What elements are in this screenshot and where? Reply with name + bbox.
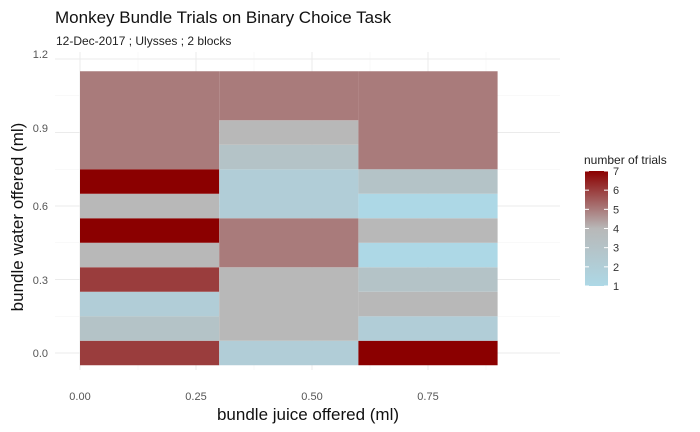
heatmap-cell [80,169,220,194]
legend-tick-label: 3 [613,243,619,255]
heatmap-cell [358,71,498,170]
chart-title: Monkey Bundle Trials on Binary Choice Ta… [55,8,392,27]
legend-tick-label: 1 [613,281,619,293]
y-axis-title: bundle water offered (ml) [8,123,27,312]
heatmap-cell [219,340,359,366]
legend-tick-label: 4 [613,224,619,236]
legend-title: number of trials [584,153,667,167]
heatmap-cell [80,218,220,243]
legend-tick-label: 2 [613,262,619,274]
x-axis-title: bundle juice offered (ml) [217,405,399,424]
y-tick-label: 0.0 [33,348,48,360]
x-tick-label: 0.25 [185,391,206,403]
heatmap-cells [80,71,498,366]
heatmap-cell [219,120,359,145]
legend-colorbar [585,171,608,286]
heatmap-cell [219,169,359,219]
heatmap-cell [219,267,359,341]
legend: number of trials 1 2 3 4 5 6 7 [584,153,667,293]
x-tick-label: 0.00 [69,391,90,403]
legend-ticks: 1 2 3 4 5 6 7 [585,166,619,293]
heatmap-cell [80,242,220,268]
y-tick-labels: 0.0 0.3 0.6 0.9 1.2 [33,49,48,360]
heatmap-cell [219,71,359,121]
heatmap-cell [219,144,359,170]
heatmap-cell [80,340,220,366]
chart-subtitle: 12-Dec-2017 ; Ulysses ; 2 blocks [56,34,231,48]
heatmap-cell [358,242,498,268]
heatmap-cell [358,340,498,366]
heatmap-cell [219,218,359,268]
heatmap-cell [80,193,220,219]
legend-tick-label: 5 [613,204,619,216]
heatmap-cell [80,316,220,341]
legend-tick-label: 7 [613,166,619,178]
heatmap-cell [80,71,220,170]
heatmap-cell [358,267,498,292]
x-tick-label: 0.50 [301,391,322,403]
heatmap-cell [80,267,220,292]
x-tick-labels: 0.00 0.25 0.50 0.75 [69,391,438,403]
legend-tick-label: 6 [613,185,619,197]
y-tick-label: 1.2 [33,49,48,61]
x-tick-label: 0.75 [417,391,438,403]
y-tick-label: 0.6 [33,201,48,213]
heatmap-cell [358,193,498,219]
heatmap-cell [358,316,498,341]
heatmap-cell [358,169,498,194]
heatmap-cell [80,291,220,317]
y-tick-label: 0.9 [33,123,48,135]
y-tick-label: 0.3 [33,275,48,287]
heatmap-cell [358,218,498,243]
heatmap-cell [358,291,498,317]
